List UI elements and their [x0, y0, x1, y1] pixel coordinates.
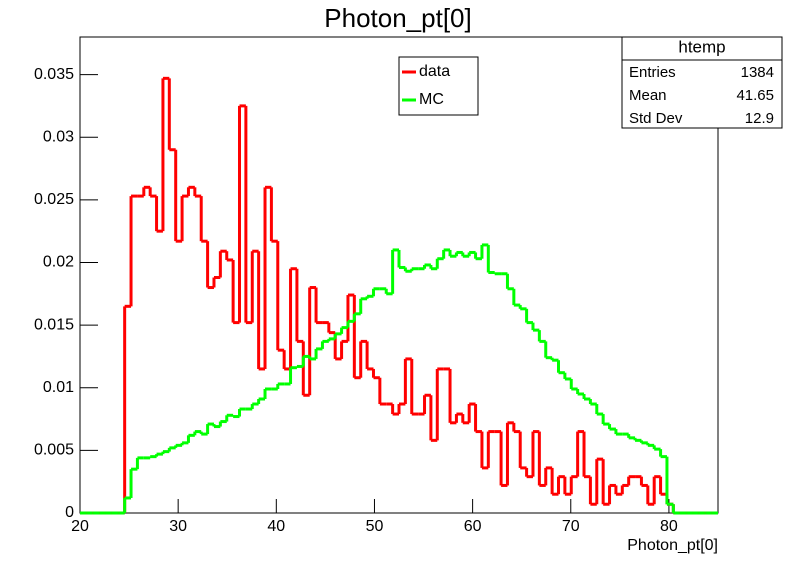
chart-title: Photon_pt[0]: [324, 3, 471, 33]
stats-label: Entries: [629, 64, 676, 81]
x-tick-label: 50: [366, 518, 384, 535]
legend-label: data: [419, 63, 450, 80]
x-tick-label: 30: [169, 518, 187, 535]
stats-value: 41.65: [736, 87, 774, 104]
x-axis-label: Photon_pt[0]: [627, 537, 718, 554]
y-tick-label: 0.02: [43, 254, 74, 271]
y-tick-label: 0.015: [34, 316, 74, 333]
stats-value: 1384: [741, 64, 774, 81]
x-tick-label: 60: [464, 518, 482, 535]
histogram-series: [80, 243, 718, 515]
x-tick-label: 40: [267, 518, 285, 535]
stats-frame: [621, 36, 783, 129]
stats-label: Std Dev: [629, 110, 683, 127]
legend-label: MC: [419, 91, 444, 108]
stats-title: htemp: [678, 37, 725, 56]
stats-label: Mean: [629, 87, 667, 104]
x-tick-label: 20: [71, 518, 89, 535]
y-tick-label: 0: [65, 504, 74, 521]
y-tick-label: 0.035: [34, 66, 74, 83]
stats-value: 12.9: [745, 110, 774, 127]
x-tick-label: 70: [562, 518, 580, 535]
legend: data MC: [398, 56, 479, 116]
legend-box: [398, 56, 479, 116]
y-tick-label: 0.01: [43, 379, 74, 396]
y-tick-label: 0.03: [43, 128, 74, 145]
x-tick-label: 80: [660, 518, 678, 535]
plot-frame: [79, 36, 719, 514]
y-tick-label: 0.025: [34, 191, 74, 208]
y-tick-label: 0.005: [34, 442, 74, 459]
